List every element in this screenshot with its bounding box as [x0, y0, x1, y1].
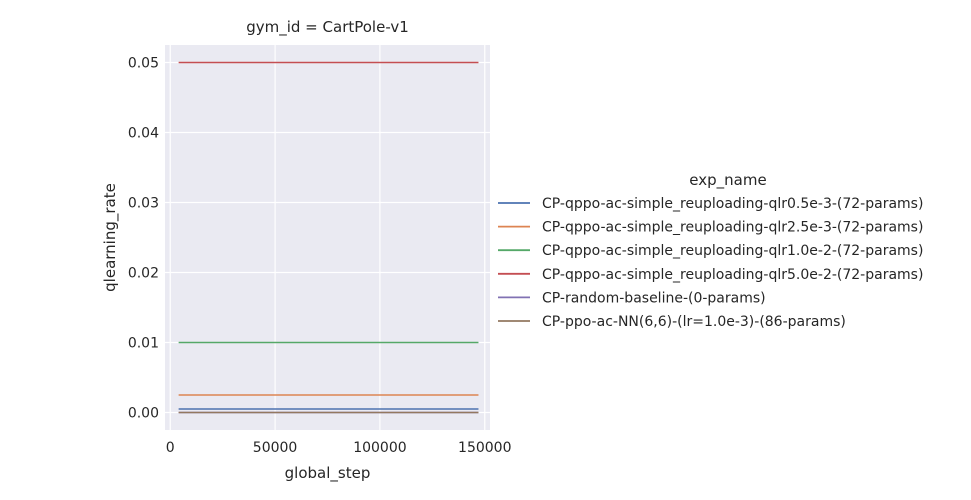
y-axis-title: qlearning_rate [101, 183, 120, 292]
x-tick-label: 50000 [253, 440, 298, 456]
series-lines [178, 61, 479, 414]
chart-title: gym_id = CartPole-v1 [246, 18, 409, 37]
axis-ticks: 0 50000 100000 150000 0.00 0.01 0.02 0.03 0.04 0.… [128, 56, 512, 457]
x-axis-title: global_step [285, 464, 371, 483]
legend-label: CP-ppo-ac-NN(6,6)-(lr=1.0e-3)-(86-params… [542, 314, 846, 330]
legend-label: CP-qppo-ac-simple_reuploading-qlr2.5e-3-… [542, 220, 923, 236]
y-tick-label: 0.01 [128, 336, 159, 352]
legend-label: CP-qppo-ac-simple_reuploading-qlr5.0e-2-… [542, 267, 923, 283]
y-tick-label: 0.00 [128, 406, 159, 422]
y-tick-label: 0.05 [128, 56, 159, 72]
x-tick-label: 150000 [458, 440, 511, 456]
legend-title: exp_name [689, 171, 766, 190]
y-tick-label: 0.03 [128, 196, 159, 212]
x-tick-label: 0 [166, 440, 175, 456]
legend-label: CP-qppo-ac-simple_reuploading-qlr1.0e-2-… [542, 243, 923, 259]
y-tick-label: 0.04 [128, 126, 159, 142]
legend-label: CP-qppo-ac-simple_reuploading-qlr0.5e-3-… [542, 196, 923, 212]
y-tick-label: 0.02 [128, 266, 159, 282]
legend-label: CP-random-baseline-(0-params) [542, 290, 766, 306]
x-tick-label: 100000 [353, 440, 406, 456]
legend: exp_name CP-qppo-ac-simple_reuploading-q… [498, 171, 923, 330]
plot-area [165, 45, 490, 430]
